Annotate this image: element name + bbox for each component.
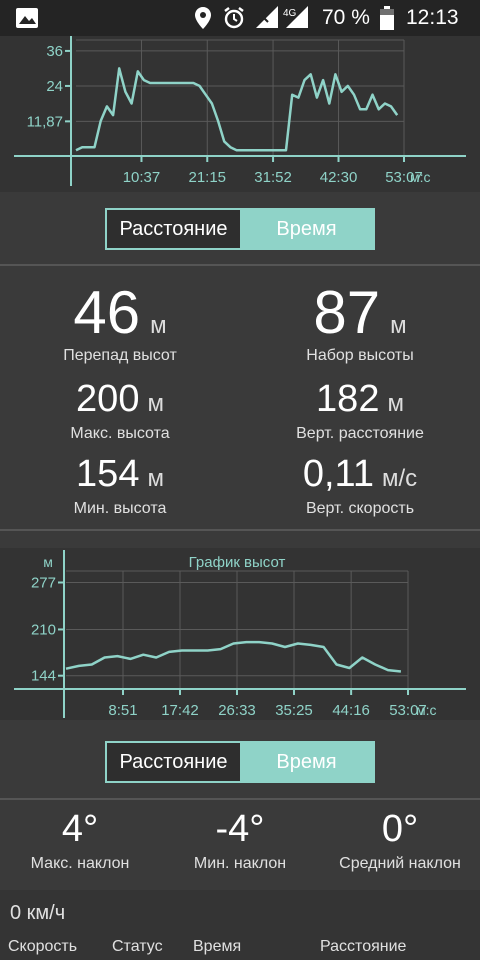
slope-value: 4° [61,808,99,850]
stat-unit: м [390,312,407,339]
elevation-chart: 277 210 144 8:51 17:42 26:33 35:25 44:16 53:07м:… [14,550,466,719]
stat-label: Мин. высота [73,500,167,517]
y-unit-label: м [43,554,53,570]
stat-max-altitude: 200 м Макс. высота [0,378,240,443]
axis-toggle-top: Расстояние Время [105,208,375,250]
stat-value: 46 [73,279,141,346]
image-icon [16,8,38,28]
stat-label: Перепад высот [63,347,177,364]
series-line [75,67,399,152]
slope-value: 0° [381,808,419,850]
speed-chart-panel: 36 24 11,87 10:37 21:15 31:52 42:30 53:07 м:с [0,36,480,192]
chart-title: График высот [189,554,286,571]
stat-unit: м [387,390,404,417]
slope-value: -4° [215,808,265,850]
divider [0,529,480,531]
x-tick-label: 53:07 [389,702,427,719]
label-time: Время [193,938,242,955]
x-tick-label: 21:15 [188,169,226,186]
slope-avg: 0° Средний наклон [280,808,480,873]
battery-icon [380,6,394,30]
battery-percent: 70 % [322,6,370,29]
slope-label: Макс. наклон [30,855,130,872]
stat-value: 182 [316,378,380,420]
x-tick-label: 44:16 [332,702,370,719]
slope-label: Мин. наклон [193,855,287,872]
x-tick-label: 42:30 [320,169,358,186]
slope-label: Средний наклон [339,855,461,872]
x-tick-label: 8:51 [108,702,137,719]
stat-unit: м [147,465,164,492]
stat-vertical-distance: 182 м Верт. расстояние [240,378,480,443]
toggle-time-button[interactable]: Время [240,210,373,248]
stat-min-altitude: 154 м Мин. высота [0,453,240,518]
speed-chart: 36 24 11,87 10:37 21:15 31:52 42:30 53:07м:с [14,36,466,186]
x-tick-label: 26:33 [218,702,256,719]
toggle-time-button[interactable]: Время [240,743,373,781]
stat-label: Верт. расстояние [296,425,424,442]
stat-label: Набор высоты [306,347,414,364]
elevation-chart-panel: 277 210 144 8:51 17:42 26:33 35:25 44:16 53:07 м:… [0,548,480,720]
stat-value: 0,11 [302,453,374,495]
label-distance: Расстояние [320,938,407,955]
x-unit-label: м:с [410,169,431,185]
y-tick-label: 36 [46,43,63,60]
label-speed: Скорость [8,938,78,955]
stat-elevation-gain: 87 м Набор высоты [240,278,480,365]
network-type: 4G [283,8,297,19]
slope-max: 4° Макс. наклон [0,808,200,873]
x-tick-label: 31:52 [254,169,292,186]
clock: 12:13 [406,6,459,29]
axis-toggle-bottom: Расстояние Время [105,741,375,783]
stat-value: 87 [313,279,381,346]
y-tick-label: 277 [31,575,56,592]
divider [0,798,480,800]
x-tick-label: 53:07 [385,169,423,186]
toggle-distance-button[interactable]: Расстояние [107,743,240,781]
stat-value: 154 [76,453,140,495]
alarm-icon [224,7,244,29]
stat-label: Верт. скорость [305,500,415,517]
slope-min: -4° Мин. наклон [120,808,360,873]
stat-vertical-speed: 0,11 м/с Верт. скорость [240,453,480,518]
signal-icon: 4G [256,6,308,28]
x-tick-label: 17:42 [161,702,199,719]
stat-unit: м [147,390,164,417]
y-tick-label: 11,87 [27,113,63,130]
divider [0,264,480,266]
label-status: Статус [112,938,163,955]
stat-unit: м/с [381,465,418,492]
y-tick-label: 210 [31,621,56,638]
x-tick-label: 10:37 [123,169,161,186]
stat-unit: м [150,312,167,339]
stat-label: Макс. высота [70,425,170,442]
speed-value: 0 км/ч [10,902,66,924]
series-line [65,640,402,673]
stat-value: 200 [76,378,140,420]
toggle-distance-button[interactable]: Расстояние [107,210,240,248]
status-bar: 4G 70 % 12:13 [0,0,480,36]
bottom-info-bar: 0 км/ч Скорость Статус Время Расстояние [0,890,480,960]
stat-elevation-diff: 46 м Перепад высот [0,278,240,365]
y-tick-label: 24 [46,78,63,95]
x-tick-label: 35:25 [275,702,313,719]
location-icon [195,7,211,29]
y-tick-label: 144 [31,668,56,685]
x-unit-label: м:с [416,702,437,718]
